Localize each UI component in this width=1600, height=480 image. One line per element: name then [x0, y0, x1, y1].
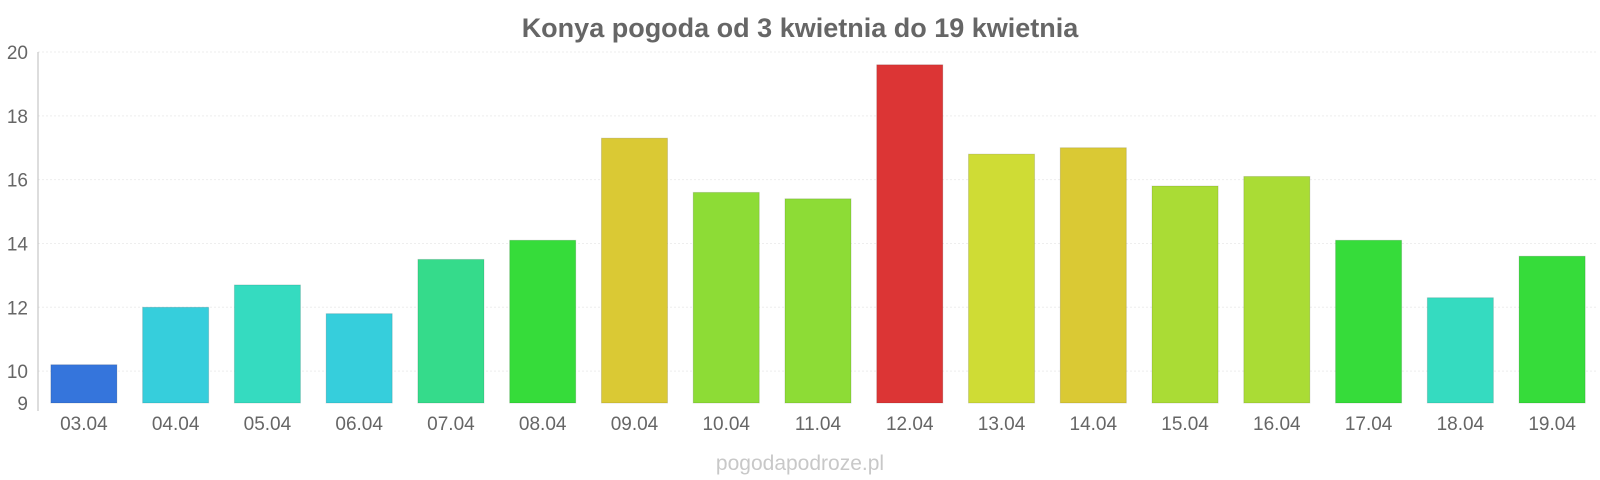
bar-14.04[interactable]	[1059, 147, 1127, 404]
x-tick-label: 11.04	[795, 414, 842, 435]
y-tick-label: 10	[7, 362, 28, 383]
x-tick-label: 16.04	[1253, 414, 1301, 435]
bar-03.04[interactable]	[50, 364, 118, 404]
bar-09.04[interactable]	[600, 137, 669, 404]
bar-07.04[interactable]	[417, 258, 485, 404]
bar-04.04[interactable]	[142, 306, 210, 404]
x-tick-label: 07.04	[427, 414, 475, 435]
y-axis: 9 10 12 14 16 18 20	[7, 43, 39, 415]
x-tick-label: 04.04	[152, 414, 200, 435]
y-tick-label: 18	[7, 107, 28, 128]
x-tick-label: 09.04	[611, 414, 659, 435]
watermark-text: pogodapodroze.pl	[716, 452, 884, 475]
bar-08.04[interactable]	[509, 239, 577, 404]
bar-15.04[interactable]	[1151, 185, 1219, 404]
x-axis-labels: 03.04 04.04 05.04 06.04 07.04 08.04 09.04 10.04…	[60, 414, 1576, 435]
y-tick-label: 12	[7, 298, 28, 319]
x-tick-label: 10.04	[702, 414, 750, 435]
chart-title: Konya pogoda od 3 kwietnia do 19 kwietni…	[522, 13, 1080, 43]
x-tick-label: 13.04	[978, 414, 1026, 435]
x-tick-label: 03.04	[60, 414, 108, 435]
bar-10.04[interactable]	[692, 191, 760, 404]
x-tick-label: 08.04	[519, 414, 567, 435]
bar-06.04[interactable]	[325, 313, 393, 404]
y-tick-label: 16	[7, 171, 28, 192]
bar-18.04[interactable]	[1426, 297, 1494, 404]
y-tick-label: 14	[7, 234, 29, 255]
bar-11.04[interactable]	[784, 198, 852, 404]
x-tick-label: 18.04	[1437, 414, 1485, 435]
bar-12.04[interactable]	[876, 64, 944, 404]
x-tick-label: 06.04	[335, 414, 383, 435]
x-tick-label: 15.04	[1161, 414, 1209, 435]
bar-05.04[interactable]	[233, 284, 301, 404]
bar-19.04[interactable]	[1518, 255, 1586, 404]
bar-16.04[interactable]	[1243, 175, 1311, 404]
x-tick-label: 05.04	[244, 414, 292, 435]
bar-17.04[interactable]	[1335, 239, 1403, 404]
y-tick-label: 9	[17, 394, 28, 415]
x-tick-label: 12.04	[886, 414, 934, 435]
bar-13.04[interactable]	[967, 153, 1036, 404]
x-tick-label: 19.04	[1528, 414, 1576, 435]
x-tick-label: 14.04	[1070, 414, 1118, 435]
bars	[50, 64, 1586, 404]
y-tick-label: 20	[7, 43, 28, 64]
x-tick-label: 17.04	[1345, 414, 1393, 435]
